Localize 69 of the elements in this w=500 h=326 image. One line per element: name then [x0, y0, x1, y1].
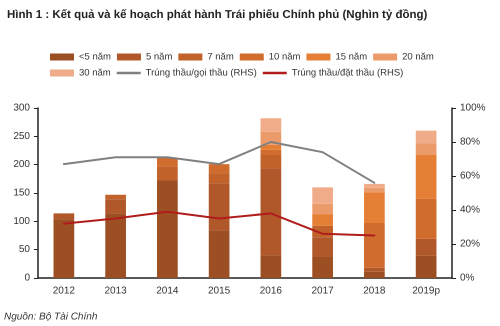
bar — [416, 238, 436, 256]
x-tick-label: 2013 — [104, 286, 128, 296]
y2-tick-label: 100% — [460, 102, 486, 114]
y2-tick-label: 40% — [460, 204, 480, 216]
y2-tick-label: 0% — [460, 272, 475, 284]
y-tick-label: 150 — [13, 188, 30, 198]
bar — [260, 150, 282, 156]
bar — [416, 198, 436, 239]
bar — [157, 180, 178, 278]
bar — [312, 204, 333, 215]
bar — [208, 183, 230, 230]
bar — [208, 173, 230, 184]
bar — [312, 257, 333, 278]
bar — [312, 187, 333, 204]
x-tick-label: 2019p — [412, 286, 440, 296]
bar — [260, 168, 282, 256]
y2-tick-label: 60% — [460, 170, 480, 182]
bar — [416, 130, 436, 144]
text: Nguồn: Bộ Tài Chính — [4, 312, 98, 322]
x-tick-label: 2014 — [156, 286, 179, 296]
y2-tick-label: 20% — [460, 238, 480, 250]
legend-label: 5 năm — [146, 52, 172, 62]
bar — [364, 272, 385, 278]
line-series — [62, 210, 376, 236]
legend-label: 20 năm — [402, 52, 434, 62]
bar — [208, 164, 230, 174]
x-tick-label: 2017 — [312, 286, 334, 296]
y-tick-label: 50 — [18, 244, 30, 256]
bar — [364, 184, 385, 188]
x-tick-label: 2018 — [363, 286, 386, 296]
y-tick-label: 250 — [13, 130, 30, 142]
chart-title: Hình 1 : Kết quả và kế hoạch phát hành Trái phiếu Chính phủ (Nghìn tỷ đồng) — [7, 9, 428, 21]
bar — [260, 118, 282, 132]
x-tick-label: 2012 — [52, 286, 76, 296]
x-tick-label: 2015 — [208, 286, 231, 296]
y-tick-label: 100 — [13, 216, 30, 227]
y2-tick-label: 80% — [460, 136, 480, 148]
bar — [416, 143, 436, 156]
x-tick-label: 2016 — [260, 286, 282, 296]
bar — [364, 188, 385, 192]
bar — [105, 213, 126, 278]
y-tick-label: 300 — [13, 102, 30, 114]
bar — [364, 223, 385, 268]
bar — [260, 155, 282, 168]
bar — [208, 230, 230, 278]
y-tick-label: 200 — [13, 159, 30, 170]
bar — [416, 155, 436, 199]
bar — [260, 255, 282, 278]
bar — [157, 158, 178, 166]
legend-label: 15 năm — [335, 52, 368, 62]
legend-label: 10 năm — [268, 52, 301, 62]
bar — [54, 213, 74, 220]
line-series — [62, 141, 376, 184]
bar — [364, 192, 385, 224]
bar — [54, 219, 74, 278]
legend-label: 30 năm — [79, 68, 111, 78]
bar — [105, 194, 126, 200]
legend-label: 7 năm — [207, 52, 234, 62]
bar — [157, 166, 178, 181]
bar — [260, 144, 282, 150]
bar — [364, 268, 385, 272]
legend-label: <5 năm — [79, 52, 112, 62]
y-tick-label: 0 — [24, 272, 30, 284]
bar — [105, 199, 126, 214]
bar — [312, 237, 333, 258]
legend-label: Trúng thầu/đặt thầu (RHS) — [292, 68, 404, 78]
legend-label: Trúng thầu/gọi thầu (RHS) — [146, 68, 257, 78]
bar — [416, 256, 436, 278]
bar — [312, 214, 333, 226]
